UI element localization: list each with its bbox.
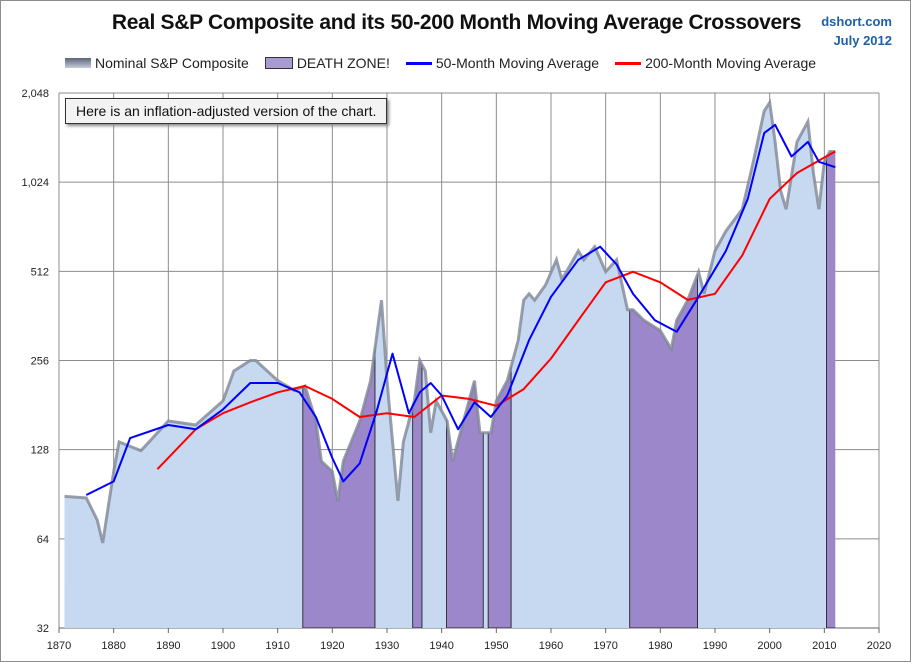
y-tick-label: 512 bbox=[31, 266, 49, 278]
source-site: dshort.com bbox=[821, 14, 892, 29]
x-tick-label: 2010 bbox=[812, 640, 836, 652]
x-tick-label: 1920 bbox=[320, 640, 344, 652]
ma50-line bbox=[85, 123, 836, 496]
legend-swatch-death-zone bbox=[264, 57, 293, 69]
source-date: July 2012 bbox=[833, 33, 892, 48]
legend-swatch-ma50 bbox=[405, 61, 432, 65]
x-tick-label: 1930 bbox=[375, 640, 399, 652]
legend-item-price: Nominal S&P Composite bbox=[65, 55, 249, 71]
legend-label: 200-Month Moving Average bbox=[645, 55, 817, 71]
legend-item-death-zone: DEATH ZONE! bbox=[264, 55, 390, 71]
chart-title: Real S&P Composite and its 50-200 Month … bbox=[111, 11, 802, 34]
legend-swatch-price bbox=[65, 58, 91, 68]
y-tick-label: 256 bbox=[31, 356, 49, 368]
legend-label: 50-Month Moving Average bbox=[435, 55, 600, 71]
y-tick-label: 128 bbox=[31, 445, 49, 457]
x-tick-label: 2000 bbox=[757, 640, 781, 652]
annotation-box: Here is an inflation-adjusted version of… bbox=[65, 98, 388, 124]
legend-label: Nominal S&P Composite bbox=[95, 55, 249, 71]
legend-item-ma50: 50-Month Moving Average bbox=[405, 55, 600, 71]
x-tick-label: 1900 bbox=[211, 640, 235, 652]
death-zone bbox=[826, 102, 836, 629]
y-tick-label: 32 bbox=[37, 623, 49, 635]
x-tick-label: 1910 bbox=[265, 640, 289, 652]
x-tick-label: 1960 bbox=[539, 640, 563, 652]
y-tick-label: 1,024 bbox=[21, 177, 49, 189]
legend-label: DEATH ZONE! bbox=[296, 55, 390, 71]
ma200-line bbox=[156, 150, 836, 470]
x-tick-label: 1950 bbox=[484, 640, 508, 652]
legend: Nominal S&P Composite DEATH ZONE! 50-Mon… bbox=[65, 55, 816, 71]
price-edge bbox=[64, 98, 836, 544]
legend-item-ma200: 200-Month Moving Average bbox=[615, 55, 816, 71]
legend-swatch-ma200 bbox=[615, 61, 642, 65]
x-tick-label: 2020 bbox=[867, 640, 891, 652]
y-tick-label: 2,048 bbox=[21, 88, 49, 100]
x-tick-label: 1970 bbox=[593, 640, 617, 652]
x-tick-label: 1980 bbox=[648, 640, 672, 652]
death-zone bbox=[629, 102, 698, 629]
x-tick-label: 1880 bbox=[101, 640, 125, 652]
source-credit: dshort.com July 2012 bbox=[821, 12, 892, 50]
x-tick-label: 1940 bbox=[429, 640, 453, 652]
x-tick-label: 1870 bbox=[47, 640, 71, 652]
y-tick-label: 64 bbox=[37, 534, 49, 546]
x-tick-label: 1890 bbox=[156, 640, 180, 652]
x-tick-label: 1990 bbox=[703, 640, 727, 652]
